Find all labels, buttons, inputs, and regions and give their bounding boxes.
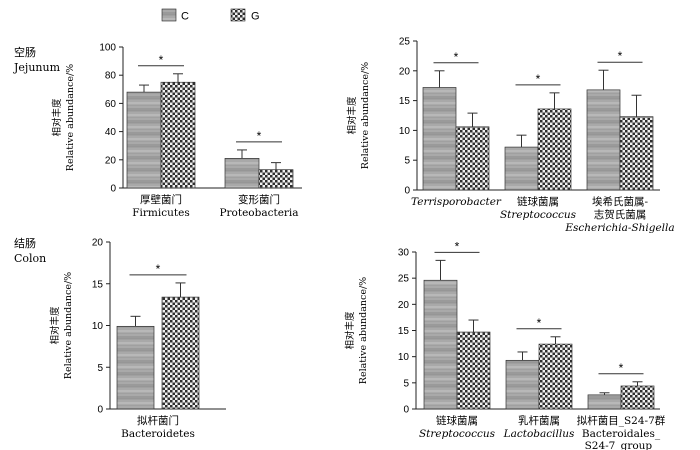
bar-c bbox=[586, 89, 621, 191]
category-label-en: Proteobacteria bbox=[219, 207, 298, 219]
y-axis-label-zh: 相对丰度 bbox=[51, 98, 63, 137]
bar-c bbox=[224, 158, 260, 189]
legend: C G bbox=[161, 8, 260, 23]
y-tick-label: 20 bbox=[399, 66, 411, 77]
y-tick-label: 10 bbox=[398, 352, 410, 363]
y-tick-label: 40 bbox=[105, 127, 117, 138]
category-label-en: Streptococcus bbox=[419, 428, 496, 440]
category-label-en: Streptococcus bbox=[500, 209, 577, 221]
category-label-zh: 变形菌门 bbox=[238, 193, 280, 206]
y-tick-label: 15 bbox=[92, 279, 104, 290]
bar-g bbox=[160, 81, 196, 189]
y-tick-label: 25 bbox=[398, 274, 410, 285]
category-label-en-line2: S24-7_group_ bbox=[585, 440, 659, 450]
y-tick-label: 80 bbox=[105, 71, 117, 82]
category-label-zh: 厚壁菌门 bbox=[140, 193, 182, 206]
y-axis-label-zh: 相对丰度 bbox=[346, 96, 358, 135]
y-tick-label: 15 bbox=[399, 96, 411, 107]
y-tick-label: 5 bbox=[97, 363, 103, 374]
y-tick-label: 20 bbox=[105, 155, 117, 166]
y-tick-label: 0 bbox=[110, 184, 116, 195]
section-label-colon-zh: 结肠 bbox=[14, 237, 36, 250]
legend-label-c: C bbox=[181, 11, 189, 23]
category-label-zh: 乳杆菌属 bbox=[518, 414, 560, 427]
y-tick-label: 20 bbox=[92, 238, 104, 249]
legend-label-g: G bbox=[251, 11, 260, 23]
category-label-zh: 链球菌属 bbox=[436, 414, 478, 427]
bar-c bbox=[116, 325, 155, 410]
y-axis-label-zh: 相对丰度 bbox=[49, 306, 61, 345]
significance-mark: * bbox=[159, 53, 164, 67]
significance-mark: * bbox=[156, 262, 161, 276]
significance-mark: * bbox=[618, 49, 623, 63]
section-label-jejunum-en: Jejunum bbox=[13, 61, 61, 74]
category-label-en: Escherichia-Shigella bbox=[564, 222, 674, 234]
y-axis-label-en: Relative abundance/% bbox=[360, 62, 371, 169]
category-label-en: Lactobacillus bbox=[503, 428, 575, 440]
bar-c bbox=[505, 359, 540, 410]
y-tick-label: 20 bbox=[398, 300, 410, 311]
bar-g bbox=[538, 343, 573, 410]
category-label-zh: 拟杆菌目_S24-7群 bbox=[577, 414, 666, 427]
chart-jejunum-genus: 0 5 10 15 20 25 相对丰度 Relative abundance/% * Terri… bbox=[346, 37, 675, 235]
y-tick-label: 0 bbox=[97, 405, 103, 416]
category-label-en: Firmicutes bbox=[132, 207, 189, 219]
category-label-en: Terrisporobacter bbox=[411, 196, 502, 208]
y-axis-label-en: Relative abundance/% bbox=[65, 64, 76, 171]
legend-swatch-c bbox=[161, 8, 177, 22]
y-tick-label: 5 bbox=[403, 378, 409, 389]
y-tick-label: 0 bbox=[403, 405, 409, 416]
y-axis-label-en: Relative abundance/% bbox=[358, 277, 369, 384]
chart-colon-genus: 0 5 10 15 20 25 30 相对丰度 Relative abundance/% * 链球菌… bbox=[344, 239, 666, 450]
category-label-zh-line2: 志贺氏菌属 bbox=[594, 208, 647, 221]
y-tick-label: 10 bbox=[92, 321, 104, 332]
significance-mark: * bbox=[537, 316, 542, 330]
bar-c bbox=[126, 91, 162, 189]
y-tick-label: 100 bbox=[99, 43, 116, 54]
significance-mark: * bbox=[536, 72, 541, 86]
bar-c bbox=[504, 146, 539, 191]
bar-c bbox=[422, 87, 457, 191]
bar-g bbox=[537, 108, 572, 191]
significance-mark: * bbox=[619, 361, 624, 375]
y-tick-label: 15 bbox=[398, 326, 410, 337]
bar-g bbox=[456, 331, 491, 410]
section-label-jejunum-zh: 空肠 bbox=[14, 45, 36, 59]
bar-g bbox=[258, 169, 294, 189]
y-tick-label: 25 bbox=[399, 37, 411, 48]
bar-g bbox=[619, 116, 654, 191]
chart-colon-phylum: 0 5 10 15 20 相对丰度 Relative abundance/% * 拟杆菌门Bac… bbox=[49, 238, 226, 440]
significance-mark: * bbox=[257, 129, 262, 143]
y-tick-label: 30 bbox=[398, 248, 410, 259]
significance-mark: * bbox=[455, 239, 460, 253]
category-label-zh: 埃希氏菌属- bbox=[592, 195, 648, 208]
chart-jejunum-phylum: 0 20 40 60 80 100 相对丰度 Relative abundance/% * 厚壁菌… bbox=[51, 43, 302, 219]
y-tick-label: 60 bbox=[105, 99, 117, 110]
bar-g bbox=[455, 126, 490, 191]
y-tick-label: 0 bbox=[404, 186, 410, 197]
y-tick-label: 10 bbox=[399, 126, 411, 137]
category-label-zh: 拟杆菌门 bbox=[137, 414, 179, 427]
y-tick-label: 5 bbox=[404, 156, 410, 167]
y-axis-label-en: Relative abundance/% bbox=[63, 272, 74, 379]
y-axis-label-zh: 相对丰度 bbox=[344, 311, 356, 350]
section-label-colon-en: Colon bbox=[14, 252, 46, 265]
bar-g bbox=[620, 385, 655, 410]
bar-g bbox=[161, 296, 200, 410]
category-label-en: Bacteroidetes bbox=[121, 428, 195, 440]
bar-c bbox=[423, 279, 458, 410]
bar-c bbox=[587, 394, 622, 410]
category-label-zh: 链球菌属 bbox=[517, 195, 559, 208]
category-label-en: Bacteroidales_ bbox=[582, 428, 661, 440]
significance-mark: * bbox=[454, 50, 459, 64]
legend-swatch-g bbox=[230, 8, 246, 22]
